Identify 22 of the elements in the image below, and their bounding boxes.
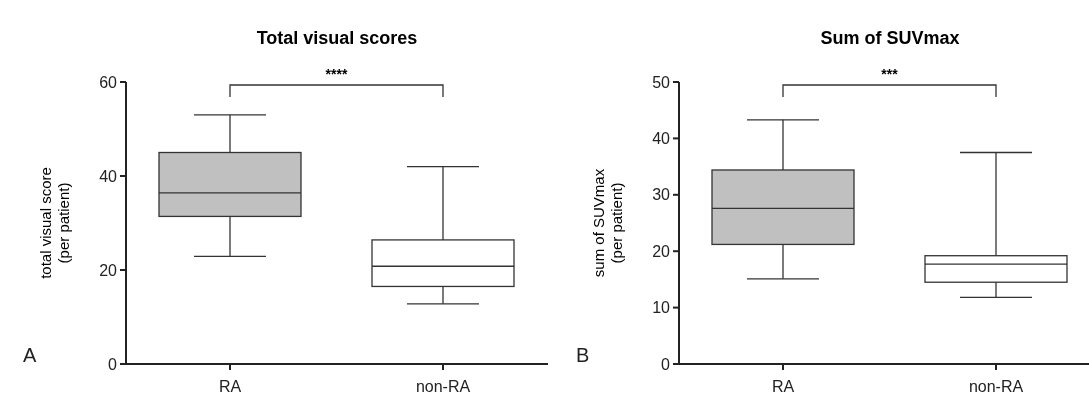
- y-tick-label: 60: [99, 73, 118, 91]
- x-tick-label: non-RA: [415, 378, 471, 395]
- y-tick-label: 40: [652, 130, 671, 147]
- text: B: [576, 344, 590, 366]
- y-tick-label: 0: [108, 355, 118, 373]
- annotation: ***: [881, 66, 899, 82]
- x-tick-label: RA: [771, 378, 795, 395]
- chart-title: Sum of SUVmax: [820, 28, 960, 48]
- y-tick-label: 40: [99, 167, 118, 185]
- y-axis-title: sum of SUVmax (per patient): [590, 168, 625, 278]
- y-axis-title: total visual score (per patient): [37, 167, 72, 279]
- x-tick-label: non-RA: [968, 378, 1024, 395]
- text: A: [23, 344, 37, 366]
- y-tick-label: 20: [652, 242, 671, 260]
- y-tick-label: 50: [652, 73, 671, 91]
- x-tick-label: RA: [218, 378, 242, 395]
- chart-title: Total visual scores: [256, 28, 418, 48]
- y-tick-label: 30: [652, 186, 671, 204]
- y-tick-label: 0: [661, 355, 671, 373]
- annotation: ****: [325, 66, 348, 82]
- y-tick-label: 20: [99, 261, 118, 279]
- y-tick-label: 10: [652, 299, 671, 317]
